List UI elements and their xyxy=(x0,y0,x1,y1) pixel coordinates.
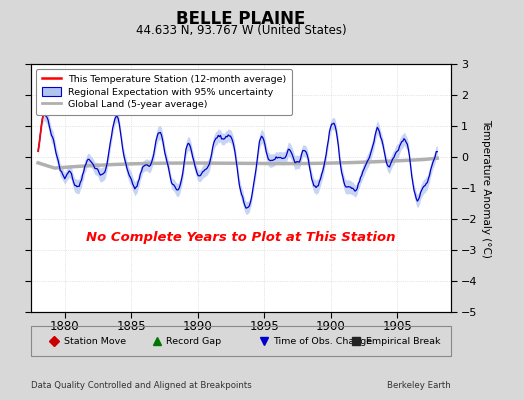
Text: Empirical Break: Empirical Break xyxy=(366,336,440,346)
Text: Station Move: Station Move xyxy=(64,336,126,346)
Text: BELLE PLAINE: BELLE PLAINE xyxy=(177,10,305,28)
Text: Berkeley Earth: Berkeley Earth xyxy=(387,381,451,390)
Text: Time of Obs. Change: Time of Obs. Change xyxy=(274,336,373,346)
Text: No Complete Years to Plot at This Station: No Complete Years to Plot at This Statio… xyxy=(86,231,396,244)
Text: Record Gap: Record Gap xyxy=(167,336,222,346)
Text: Data Quality Controlled and Aligned at Breakpoints: Data Quality Controlled and Aligned at B… xyxy=(31,381,252,390)
Text: 44.633 N, 93.767 W (United States): 44.633 N, 93.767 W (United States) xyxy=(136,24,346,37)
Y-axis label: Temperature Anomaly (°C): Temperature Anomaly (°C) xyxy=(482,118,492,258)
Legend: This Temperature Station (12-month average), Regional Expectation with 95% uncer: This Temperature Station (12-month avera… xyxy=(36,69,292,115)
